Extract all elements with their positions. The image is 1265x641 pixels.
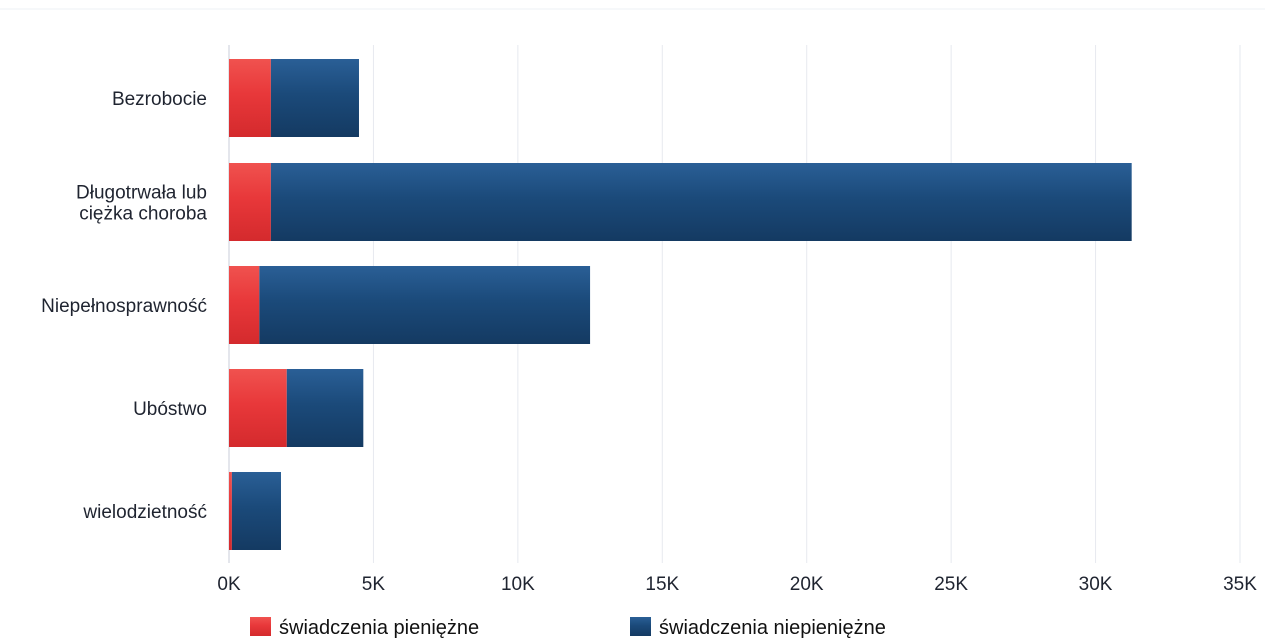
category-labels: Bezrobocie Długotrwała lub ciężka choroba N… [41,89,207,523]
bar-pieniezne-2 [229,266,260,344]
bar-niepieniezne-2 [259,266,591,344]
bar-niepieniezne-4 [231,472,281,550]
category-label-0: Bezrobocie [112,89,207,110]
category-label-2: Niepełnosprawność [41,296,207,317]
bar-pieniezne-3 [229,369,287,447]
bar-niepieniezne-0 [270,59,359,137]
category-label-1: Długotrwała lub ciężka choroba [76,183,207,225]
bars [229,59,1132,550]
bar-niepieniezne-1 [270,163,1132,241]
bar-pieniezne-0 [229,59,271,137]
x-tick-label-1: 5K [362,574,386,595]
legend-label-1: świadczenia niepieniężne [659,617,886,639]
bar-pieniezne-1 [229,163,271,241]
x-tick-label-3: 15K [645,574,679,595]
x-tick-label-0: 0K [217,574,241,595]
x-tick-label-5: 25K [934,574,968,595]
x-tick-label-7: 35K [1223,574,1257,595]
legend-label-0: świadczenia pieniężne [279,617,479,639]
bar-niepieniezne-3 [286,369,364,447]
legend: świadczenia pieniężne świadczenia niepien… [250,617,886,639]
legend-swatch-1 [630,617,651,636]
x-tick-label-2: 10K [501,574,535,595]
category-label-4: wielodzietność [82,502,207,523]
x-tick-label-6: 30K [1079,574,1113,595]
legend-swatch-0 [250,617,271,636]
x-axis-tick-labels: 0K 5K 10K 15K 20K 25K 30K 35K [217,574,1257,595]
bar-pieniezne-4 [229,472,232,550]
x-tick-label-4: 20K [790,574,824,595]
category-label-3: Ubóstwo [133,399,207,420]
